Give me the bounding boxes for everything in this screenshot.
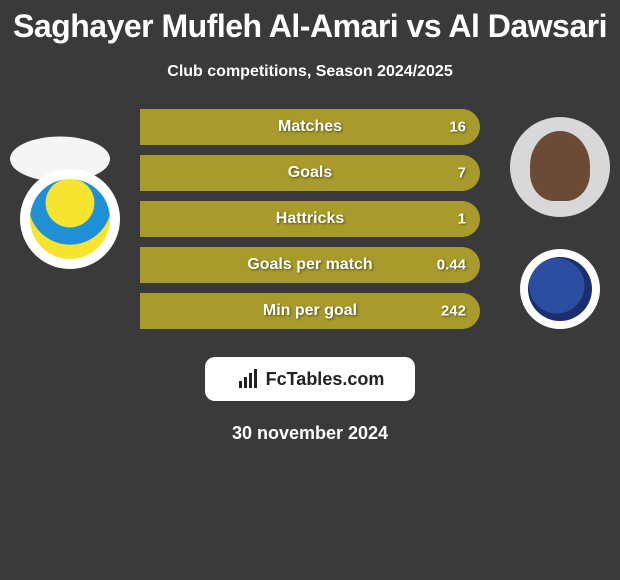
stat-value-right: 16 [449,119,466,136]
logo-text: FcTables.com [266,369,385,390]
stat-value-right: 1 [458,211,466,228]
stat-value-right: 0.44 [437,257,466,274]
player2-avatar [510,117,610,217]
stat-label: Matches [278,118,342,136]
stat-value-right: 242 [441,303,466,320]
subtitle: Club competitions, Season 2024/2025 [0,63,620,81]
stat-label: Goals [288,164,332,182]
stat-row: 7 Goals [140,155,480,191]
stat-value-right: 7 [458,165,466,182]
page-title: Saghayer Mufleh Al-Amari vs Al Dawsari [0,0,620,45]
stat-row: 242 Min per goal [140,293,480,329]
stat-row: 1 Hattricks [140,201,480,237]
stat-label: Min per goal [263,302,357,320]
chart-icon [236,367,260,391]
stat-row: 0.44 Goals per match [140,247,480,283]
player1-club-crest [20,169,120,269]
stats-area: 16 Matches 7 Goals 1 Hattricks 0.44 Goals per m… [0,109,620,349]
stat-row: 16 Matches [140,109,480,145]
date: 30 november 2024 [0,423,620,444]
player2-club-crest [520,249,600,329]
stat-label: Goals per match [247,256,372,274]
stat-label: Hattricks [276,210,344,228]
stat-bars: 16 Matches 7 Goals 1 Hattricks 0.44 Goals per m… [140,109,480,339]
fctables-logo: FcTables.com [205,357,415,401]
